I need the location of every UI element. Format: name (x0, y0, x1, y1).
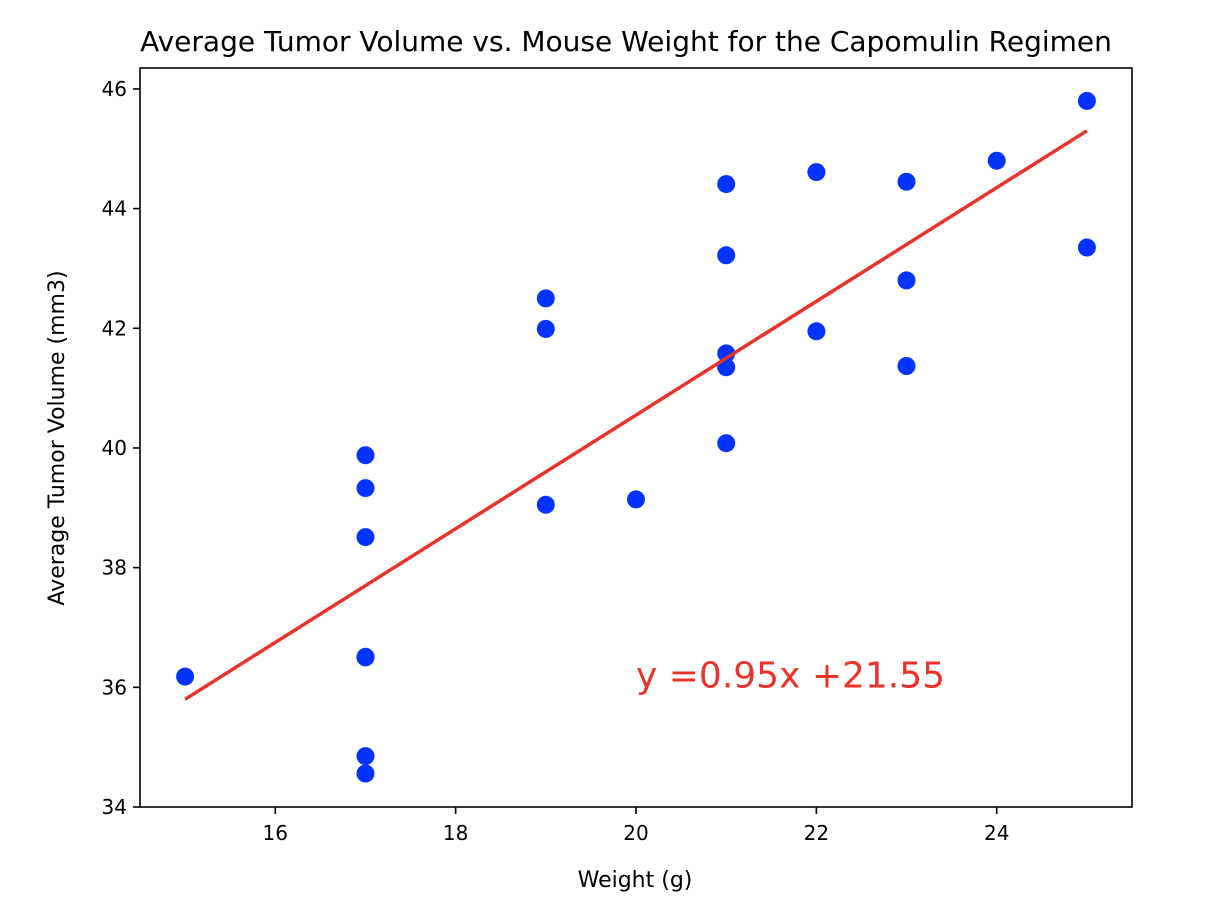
data-point (356, 479, 375, 498)
y-tick-label: 36 (102, 675, 127, 699)
y-axis-label: Average Tumor Volume (mm3) (45, 270, 70, 605)
data-point (897, 271, 916, 290)
data-point (987, 151, 1006, 170)
data-point (897, 357, 916, 375)
x-axis-label: Weight (g) (578, 868, 693, 893)
data-point (807, 322, 826, 341)
data-point (897, 172, 916, 191)
x-tick-label: 20 (623, 821, 648, 845)
y-tick-label: 38 (102, 556, 127, 580)
regression-line (184, 129, 1088, 701)
data-point (717, 344, 736, 363)
data-point (536, 319, 555, 338)
data-point (356, 446, 375, 465)
y-tick-label: 34 (102, 795, 127, 819)
data-point (1077, 238, 1096, 257)
data-point (356, 528, 375, 547)
data-point (536, 495, 555, 514)
y-tick-label: 46 (102, 77, 127, 101)
data-point (717, 246, 736, 265)
x-tick-label: 22 (804, 821, 829, 845)
data-point (807, 163, 826, 182)
x-tick-label: 18 (443, 821, 468, 845)
data-point (536, 289, 555, 308)
x-tick-label: 16 (263, 821, 288, 845)
data-point (1077, 91, 1096, 110)
data-point (356, 764, 375, 783)
y-tick-label: 44 (102, 197, 127, 221)
data-point (356, 648, 375, 667)
chart-title: Average Tumor Volume vs. Mouse Weight fo… (140, 25, 1112, 58)
plot-area: 16 18 20 22 24 34 36 38 40 42 44 46 (102, 67, 1133, 845)
y-tick-label: 40 (102, 436, 127, 460)
data-point (356, 747, 375, 766)
y-tick-label: 42 (102, 316, 127, 340)
data-point (717, 434, 736, 453)
regression-equation: y =0.95x +21.55 (636, 655, 945, 696)
data-point (176, 667, 195, 686)
data-point (717, 175, 736, 194)
x-tick-label: 24 (984, 821, 1009, 845)
data-point (627, 490, 645, 509)
